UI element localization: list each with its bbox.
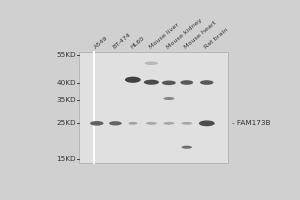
Ellipse shape [199, 120, 215, 126]
Text: A549: A549 [94, 36, 109, 50]
Text: HL60: HL60 [130, 36, 146, 50]
Ellipse shape [162, 81, 176, 85]
Text: 35KD: 35KD [56, 97, 76, 103]
Ellipse shape [181, 122, 192, 125]
Text: Rat brain: Rat brain [203, 27, 229, 50]
Ellipse shape [128, 122, 137, 125]
Ellipse shape [200, 80, 214, 85]
Text: - FAM173B: - FAM173B [232, 120, 270, 126]
Text: 25KD: 25KD [56, 120, 76, 126]
Ellipse shape [90, 121, 104, 126]
Text: 40KD: 40KD [56, 80, 76, 86]
Ellipse shape [125, 77, 141, 83]
Text: Mouse liver: Mouse liver [148, 22, 180, 50]
Ellipse shape [146, 122, 157, 125]
Ellipse shape [180, 80, 193, 85]
Text: Mouse kidney: Mouse kidney [166, 18, 203, 50]
Text: 15KD: 15KD [56, 156, 76, 162]
Text: BT-474: BT-474 [112, 32, 132, 50]
Ellipse shape [163, 97, 174, 100]
Bar [79, 52, 228, 163]
Ellipse shape [109, 121, 122, 125]
Text: 55KD: 55KD [56, 52, 76, 58]
Ellipse shape [145, 62, 158, 65]
Ellipse shape [182, 146, 192, 149]
Ellipse shape [163, 122, 174, 125]
Ellipse shape [144, 80, 159, 85]
Text: Mouse heart: Mouse heart [184, 21, 218, 50]
